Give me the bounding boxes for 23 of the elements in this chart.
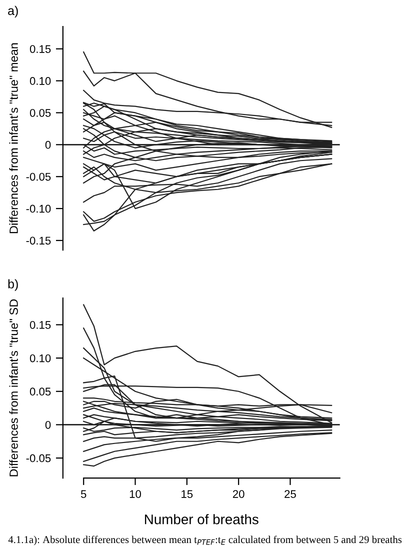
y-tick-label: 0.10	[30, 77, 51, 85]
x-tick-label: 15	[182, 490, 193, 498]
x-tick-label: 20	[232, 490, 244, 498]
x-tick-label: 25	[284, 490, 296, 498]
y-tick-label: 0.10	[30, 354, 51, 362]
y-tick-label: 0.15	[30, 45, 51, 53]
y-tick-label: 0.15	[30, 321, 51, 329]
y-tick-label: 0.05	[30, 388, 51, 396]
y-tick-label: 0	[45, 140, 51, 149]
y-tick-label: 0	[45, 420, 51, 429]
chart-title: a)	[8, 6, 18, 18]
y-axis-title: Differences from infant's "true" SD	[9, 299, 18, 476]
y-tick-label: -0.05	[26, 172, 51, 181]
chart-title: b)	[8, 279, 18, 291]
y-axis-title: Differences from infant's "true" mean	[9, 43, 18, 234]
y-tick-label: -0.10	[26, 204, 51, 213]
y-tick-label: -0.05	[26, 454, 51, 462]
y-tick-label: -0.15	[26, 236, 51, 245]
y-tick-label: 0.05	[30, 108, 51, 117]
text: 4.1.1a): Absolute differences between mean t$_{PTEF}$:t$_{E}$ calculated from between 5 and 29 breaths	[8, 536, 402, 546]
x-axis-title: Number of breaths	[145, 514, 258, 524]
x-tick-label: 10	[130, 490, 141, 498]
x-tick-label: 5	[80, 490, 86, 498]
